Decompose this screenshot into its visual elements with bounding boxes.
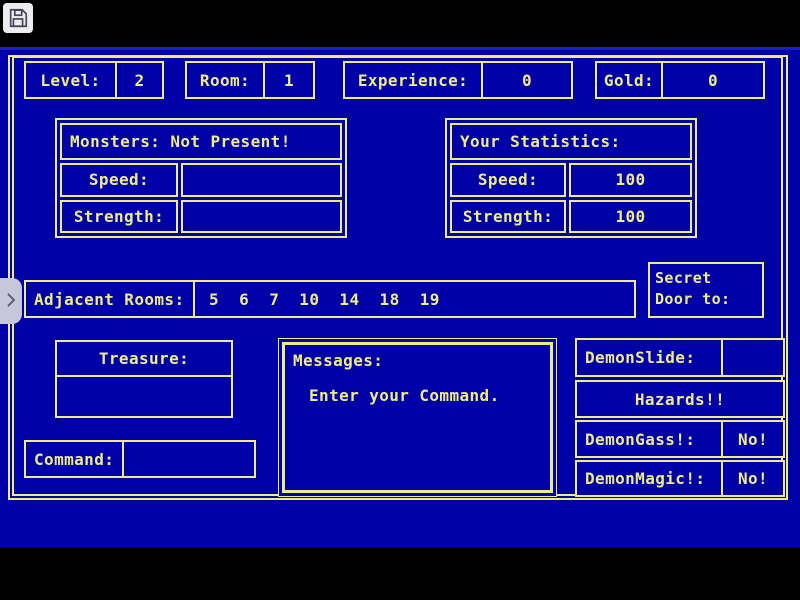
monster-speed-row: Speed: (60, 163, 342, 197)
messages-body: Enter your Command. (309, 386, 500, 405)
level-box: Level: 2 (24, 61, 164, 99)
monster-strength-value (181, 199, 342, 233)
monsters-panel: Monsters: Not Present! Speed: Strength: (55, 118, 347, 238)
monster-strength-row: Strength: (60, 199, 342, 233)
experience-label: Experience: (345, 63, 483, 97)
monster-speed-value (181, 163, 342, 197)
treasure-value (57, 377, 231, 414)
gold-box: Gold: 0 (595, 61, 765, 99)
player-stats-panel: Your Statistics: Speed: 100 Strength: 10… (445, 118, 697, 238)
messages-inner: Messages: Enter your Command. (282, 342, 553, 493)
command-box: Command: (24, 440, 256, 478)
demongass-label: DemonGass!: (577, 422, 723, 456)
room-box: Room: 1 (185, 61, 315, 99)
demonslide-value (723, 340, 783, 375)
monsters-title: Monsters: Not Present! (60, 123, 342, 161)
adjacent-rooms-label: Adjacent Rooms: (26, 282, 195, 316)
player-speed-value: 100 (569, 163, 692, 197)
command-label: Command: (26, 442, 124, 476)
demonmagic-value: No! (737, 469, 769, 488)
player-stats-title: Your Statistics: (450, 123, 692, 161)
panel-top-highlight (0, 47, 800, 50)
secret-door-box: Secret Door to: (648, 262, 764, 318)
messages-panel: Messages: Enter your Command. (278, 338, 557, 497)
save-button[interactable] (3, 3, 33, 33)
level-label: Level: (26, 63, 117, 97)
demonmagic-label: DemonMagic!: (577, 462, 723, 495)
experience-value: 0 (521, 70, 533, 90)
demonslide-row: DemonSlide: (575, 338, 785, 377)
demongass-row: DemonGass!: No! (575, 420, 785, 458)
gold-label: Gold: (597, 63, 663, 97)
command-input[interactable] (124, 442, 254, 476)
gold-value: 0 (707, 70, 719, 90)
adjacent-rooms-box: Adjacent Rooms: 5 6 7 10 14 18 19 (24, 280, 636, 318)
expand-tab[interactable] (0, 278, 22, 324)
monster-strength-label: Strength: (60, 199, 178, 233)
room-value: 1 (283, 70, 295, 90)
player-strength-label: Strength: (450, 199, 566, 233)
secret-door-label: Secret Door to: (655, 269, 731, 308)
treasure-title: Treasure: (57, 342, 231, 377)
player-speed-row: Speed: 100 (450, 163, 692, 197)
demonslide-label: DemonSlide: (577, 340, 723, 375)
room-label: Room: (187, 63, 265, 97)
treasure-panel: Treasure: (55, 340, 233, 418)
level-value: 2 (134, 70, 145, 90)
player-strength-row: Strength: 100 (450, 199, 692, 233)
demonmagic-row: DemonMagic!: No! (575, 460, 785, 497)
monster-speed-label: Speed: (60, 163, 178, 197)
experience-box: Experience: 0 (343, 61, 573, 99)
player-speed-label: Speed: (450, 163, 566, 197)
chevron-right-icon (6, 292, 16, 311)
messages-title: Messages: (293, 351, 384, 370)
floppy-disk-icon (7, 7, 29, 29)
demongass-value: No! (737, 429, 769, 449)
player-strength-value: 100 (569, 199, 692, 233)
hazards-title: Hazards!! (575, 380, 785, 418)
adjacent-rooms-values: 5 6 7 10 14 18 19 (209, 289, 440, 309)
